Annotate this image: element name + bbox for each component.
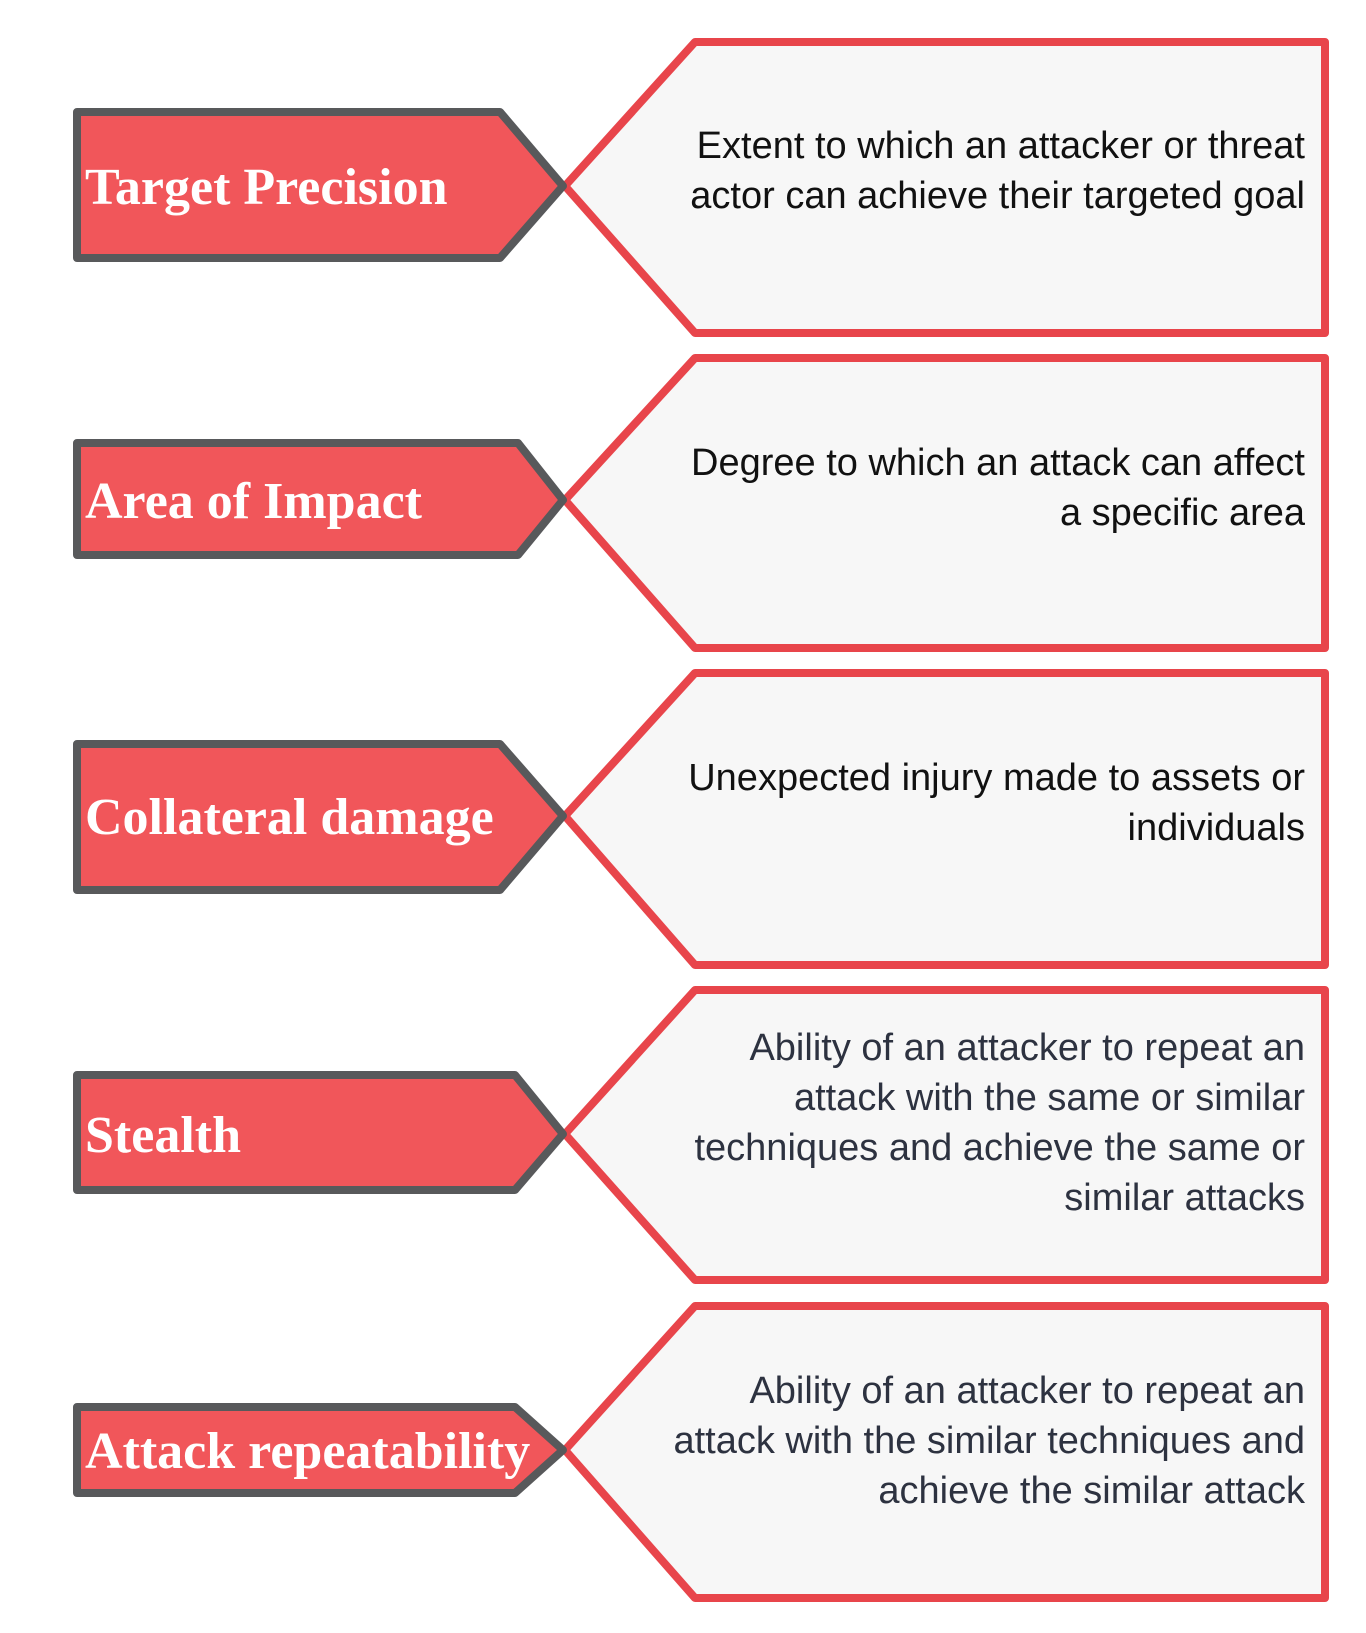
diagram-row: Attack repeatability Ability of an attack… [73,1302,1329,1602]
description-text: Ability of an attacker to repeat an attac… [694,1027,1305,1219]
description-text: Extent to which an attacker or threat act… [690,125,1305,217]
diagram-row: Collateral damage Unexpected injury made … [73,669,1329,969]
description-line: attack with the similar techniques and [673,1420,1305,1462]
label-text: Collateral damage [85,789,494,846]
label-text: Target Precision [85,159,448,216]
description-line: similar attacks [1064,1177,1305,1219]
description-line: actor can achieve their targeted goal [690,175,1305,217]
rows-layer: Target Precision Extent to which an attac… [73,38,1329,1602]
description-panel [561,1302,1329,1602]
description-line: attack with the same or similar [794,1077,1305,1119]
label-text: Stealth [85,1107,241,1164]
description-line: Extent to which an attacker or threat [697,125,1306,167]
diagram-row: Target Precision Extent to which an attac… [73,38,1329,337]
label-text: Area of Impact [85,473,423,530]
description-text: Ability of an attacker to repeat an attac… [673,1370,1306,1512]
description-line: Ability of an attacker to repeat an [749,1370,1305,1412]
label-text: Attack repeatability [85,1423,530,1480]
description-line: Ability of an attacker to repeat an [749,1027,1305,1069]
description-panel [561,986,1329,1284]
description-line: Unexpected injury made to assets or [688,757,1305,799]
description-line: a specific area [1060,492,1306,534]
description-panel [561,38,1329,337]
description-panel [561,669,1329,969]
diagram-row: Area of Impact Degree to which an attack … [73,354,1329,652]
label-arrow [73,740,567,894]
label-arrow [73,108,567,262]
description-line: individuals [1128,807,1305,849]
description-text: Unexpected injury made to assets or indiv… [688,757,1305,849]
label-arrow [73,439,567,559]
description-panel [561,354,1329,652]
diagram-row: Stealth Ability of an attacker to repeat … [73,986,1329,1284]
description-line: Degree to which an attack can affect [691,442,1305,484]
label-arrow [73,1071,567,1194]
description-text: Degree to which an attack can affect a sp… [691,442,1306,534]
label-arrow [73,1403,567,1497]
description-line: techniques and achieve the same or [694,1127,1305,1169]
description-line: achieve the similar attack [878,1470,1306,1512]
